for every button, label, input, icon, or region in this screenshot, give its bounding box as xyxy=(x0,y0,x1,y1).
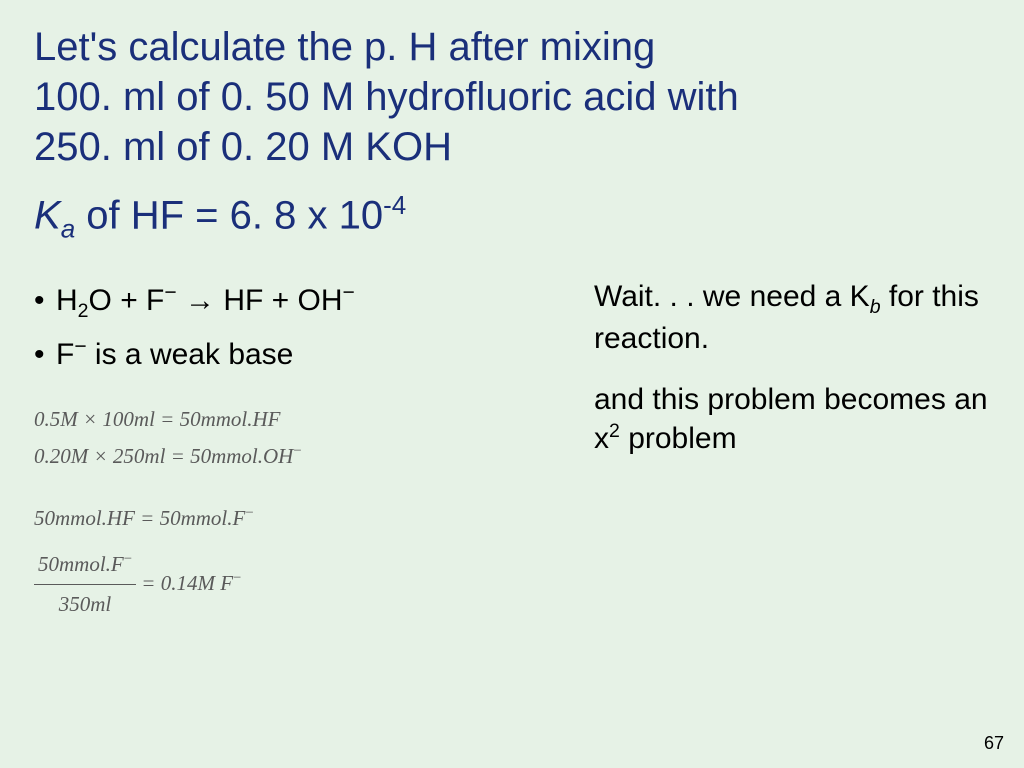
eq-line-4: 50mmol.F− 350ml = 0.14M F− xyxy=(34,547,564,623)
bullet-weak-base: •F− is a weak base xyxy=(34,332,564,376)
eq-line-1: 0.5M × 100ml = 50mmol.HF xyxy=(34,402,564,438)
title-line-2: 100. ml of 0. 50 M hydrofluoric acid wit… xyxy=(34,75,739,119)
frac-rhs: = 0.14M F xyxy=(136,571,233,595)
eq2-text: 0.20M × 250ml = 50mmol.OH xyxy=(34,444,293,468)
left-column: •H2O + F− → HF + OH− •F− is a weak base … xyxy=(34,278,564,625)
problem-title: Let's calculate the p. H after mixing 10… xyxy=(34,22,990,172)
b1-p1: H xyxy=(56,284,78,317)
b1-p2: O + F xyxy=(89,284,165,317)
b2-p2: is a weak base xyxy=(87,338,294,371)
eq2-sup: − xyxy=(293,443,301,459)
and-b: problem xyxy=(620,422,737,455)
ka-exp: -4 xyxy=(383,190,406,220)
equation-block: 0.5M × 100ml = 50mmol.HF 0.20M × 250ml =… xyxy=(34,402,564,623)
b1-sup1: − xyxy=(164,281,176,304)
b2-sup1: − xyxy=(74,335,86,358)
wait-sub: b xyxy=(870,296,881,318)
and-note: and this problem becomes an x2 problem xyxy=(594,381,990,457)
title-line-3: 250. ml of 0. 20 M KOH xyxy=(34,125,452,169)
eq3-text: 50mmol.HF = 50mmol.F xyxy=(34,506,245,530)
page-number: 67 xyxy=(984,733,1004,754)
frac-num-text: 50mmol.F xyxy=(38,552,124,576)
slide: Let's calculate the p. H after mixing 10… xyxy=(0,0,1024,768)
ka-value: Ka of HF = 6. 8 x 10-4 xyxy=(34,190,990,244)
eq-line-3: 50mmol.HF = 50mmol.F− xyxy=(34,501,564,537)
title-line-1: Let's calculate the p. H after mixing xyxy=(34,25,655,69)
b2-p1: F xyxy=(56,338,74,371)
eq-frac-num: 50mmol.F− xyxy=(34,547,136,586)
ka-sub: a xyxy=(61,213,75,243)
eq1-text: 0.5M × 100ml = 50mmol.HF xyxy=(34,407,281,431)
wait-note: Wait. . . we need a Kb for this reaction… xyxy=(594,278,990,357)
body-area: •H2O + F− → HF + OH− •F− is a weak base … xyxy=(34,278,990,625)
eq-line-2: 0.20M × 250ml = 50mmol.OH− xyxy=(34,439,564,475)
bullet-reaction: •H2O + F− → HF + OH− xyxy=(34,278,564,325)
right-column: Wait. . . we need a Kb for this reaction… xyxy=(594,278,990,625)
bullet-dot: • xyxy=(34,280,56,322)
and-sup: 2 xyxy=(609,420,620,442)
eq-fraction: 50mmol.F− 350ml xyxy=(34,547,136,623)
b1-p3: → HF + OH xyxy=(177,284,343,317)
eq-frac-den: 350ml xyxy=(34,585,136,623)
ka-k: K xyxy=(34,193,61,237)
frac-num-sup: − xyxy=(124,551,132,567)
b1-sub1: 2 xyxy=(78,300,89,322)
eq3-sup: − xyxy=(245,505,253,521)
ka-mid: of HF = 6. 8 x 10 xyxy=(75,193,383,237)
wait-a: Wait. . . we need a K xyxy=(594,280,870,313)
b1-sup2: − xyxy=(343,281,355,304)
bullet-dot: • xyxy=(34,334,56,376)
frac-rhs-sup: − xyxy=(233,570,241,586)
